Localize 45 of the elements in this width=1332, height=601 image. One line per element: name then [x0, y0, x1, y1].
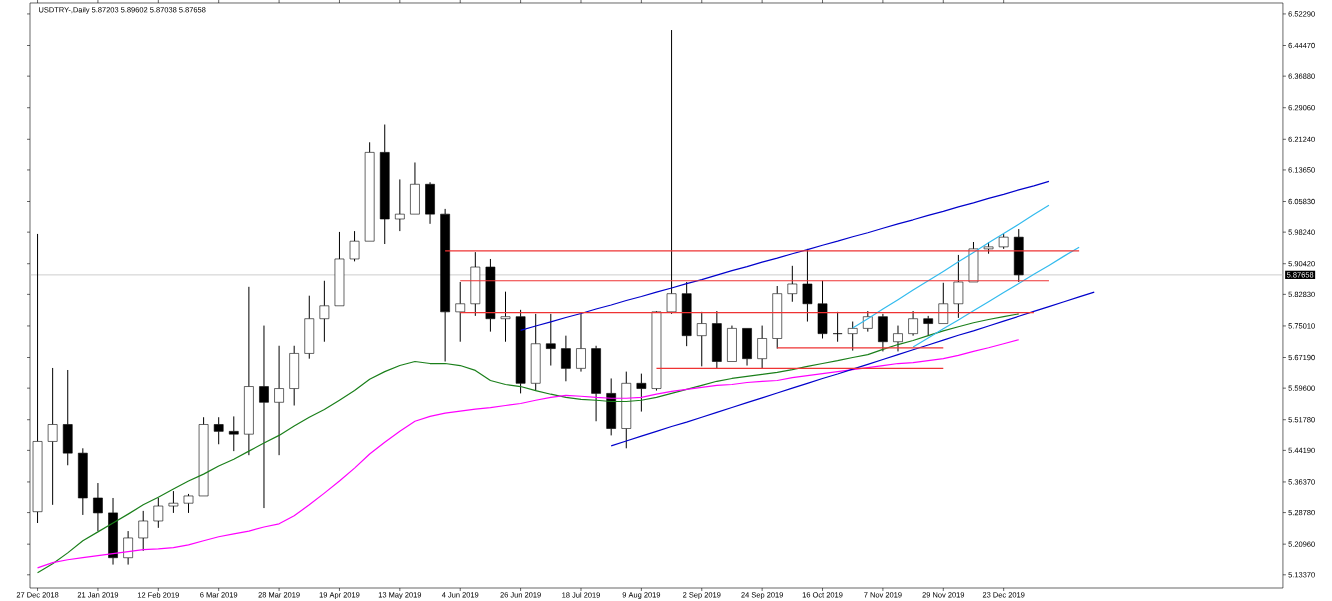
candlestick: [621, 371, 632, 449]
candlestick: [78, 447, 88, 516]
candlestick: [425, 181, 435, 225]
candlestick: [244, 286, 254, 456]
line-series: [520, 180, 1050, 332]
candlestick: [213, 416, 224, 445]
candlestick: [274, 345, 284, 456]
candlestick: [998, 233, 1009, 250]
candlestick: [304, 295, 315, 360]
candlestick: [93, 482, 103, 532]
line-series: [912, 246, 1080, 348]
candlestick: [576, 313, 586, 373]
candlestick: [32, 233, 43, 524]
candlestick: [953, 254, 964, 319]
candlestick: [591, 345, 601, 422]
candlestick: [440, 208, 450, 363]
candlestick: [742, 328, 752, 367]
candlestick: [908, 310, 918, 337]
candlestick: [832, 311, 843, 343]
candlestick: [364, 141, 375, 242]
candlestick: [410, 161, 420, 215]
line-series: [610, 291, 1095, 447]
candlestick: [334, 231, 345, 307]
candlestick: [938, 282, 949, 324]
candlestick: [395, 178, 405, 232]
candlestick: [470, 251, 481, 317]
candlestick: [757, 325, 767, 369]
candlestick: [379, 124, 390, 245]
candlestick: [228, 415, 239, 452]
candlestick: [787, 265, 798, 303]
candlestick: [878, 313, 888, 352]
candlestick: [259, 325, 269, 509]
candlestick: [893, 325, 903, 352]
candlestick: [561, 335, 571, 382]
candlestick: [455, 281, 466, 343]
candlestick: [123, 530, 133, 566]
candlestick: [727, 325, 737, 362]
candlestick: [47, 367, 58, 506]
candlestick: [500, 291, 511, 343]
candlestick: [62, 369, 73, 466]
candlestick: [319, 280, 330, 343]
candlestick: [545, 313, 556, 367]
candlestick: [198, 416, 209, 497]
candlestick: [108, 497, 118, 566]
candlestick: [636, 373, 647, 413]
